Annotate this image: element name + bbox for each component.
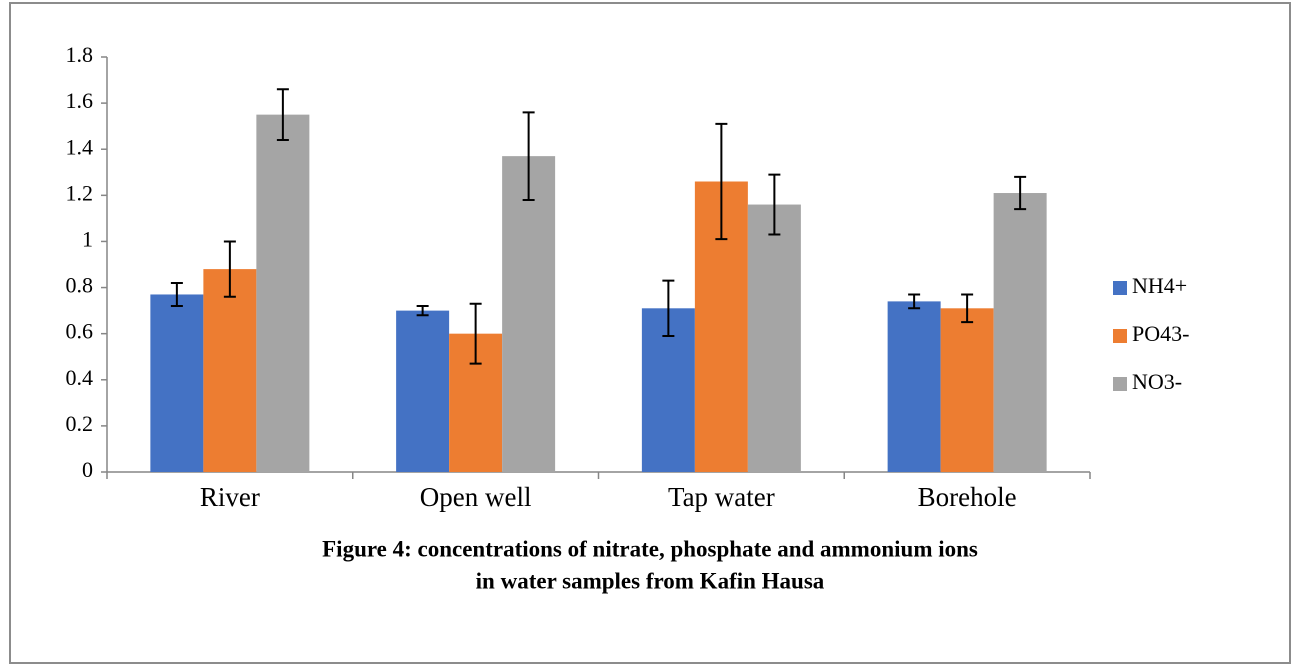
error-bar: [416, 305, 429, 317]
frame: [9, 2, 1291, 664]
bar: [203, 269, 257, 472]
error-bar: [469, 302, 482, 365]
legend-label: PO43-: [1132, 321, 1189, 346]
bar: [502, 156, 556, 472]
legend-swatch: [1113, 329, 1127, 343]
error-bar: [522, 111, 535, 201]
y-tick-label: 1.8: [66, 42, 94, 67]
x-tick-label: River: [200, 482, 260, 512]
error-bar: [908, 293, 921, 310]
x-tick-label: Borehole: [918, 482, 1017, 512]
bar: [887, 301, 941, 472]
error-bar: [662, 279, 675, 337]
caption: in water samples from Kafin Hausa: [476, 568, 825, 593]
error-bar: [1014, 175, 1027, 211]
x-tick-label: Open well: [420, 482, 532, 512]
error-bar: [276, 88, 289, 141]
bar: [256, 114, 310, 472]
bar: [150, 294, 204, 472]
caption: Figure 4: concentrations of nitrate, pho…: [322, 536, 978, 561]
bar: [940, 308, 994, 472]
error-bar: [961, 293, 974, 324]
legend-swatch: [1113, 377, 1127, 391]
y-tick-label: 0: [82, 457, 93, 482]
y-tick-label: 1.6: [66, 88, 94, 113]
error-bar: [223, 240, 236, 298]
y-tick-label: 0.4: [66, 365, 94, 390]
error-bar: [768, 173, 781, 236]
error-bar: [170, 281, 183, 307]
y-tick-label: 0.6: [66, 319, 94, 344]
bar: [993, 193, 1047, 472]
y-tick-label: 1.2: [66, 180, 94, 205]
y-tick-label: 0.8: [66, 273, 94, 298]
x-tick-label: Tap water: [668, 482, 775, 512]
bar: [396, 310, 450, 472]
legend-swatch: [1113, 281, 1127, 295]
error-bar: [715, 122, 728, 241]
y-tick-label: 1.4: [66, 134, 94, 159]
legend-label: NH4+: [1132, 273, 1187, 298]
y-tick-label: 0.2: [66, 411, 94, 436]
y-tick-label: 1: [82, 226, 93, 251]
bar: [747, 204, 801, 473]
legend-label: NO3-: [1132, 369, 1182, 394]
